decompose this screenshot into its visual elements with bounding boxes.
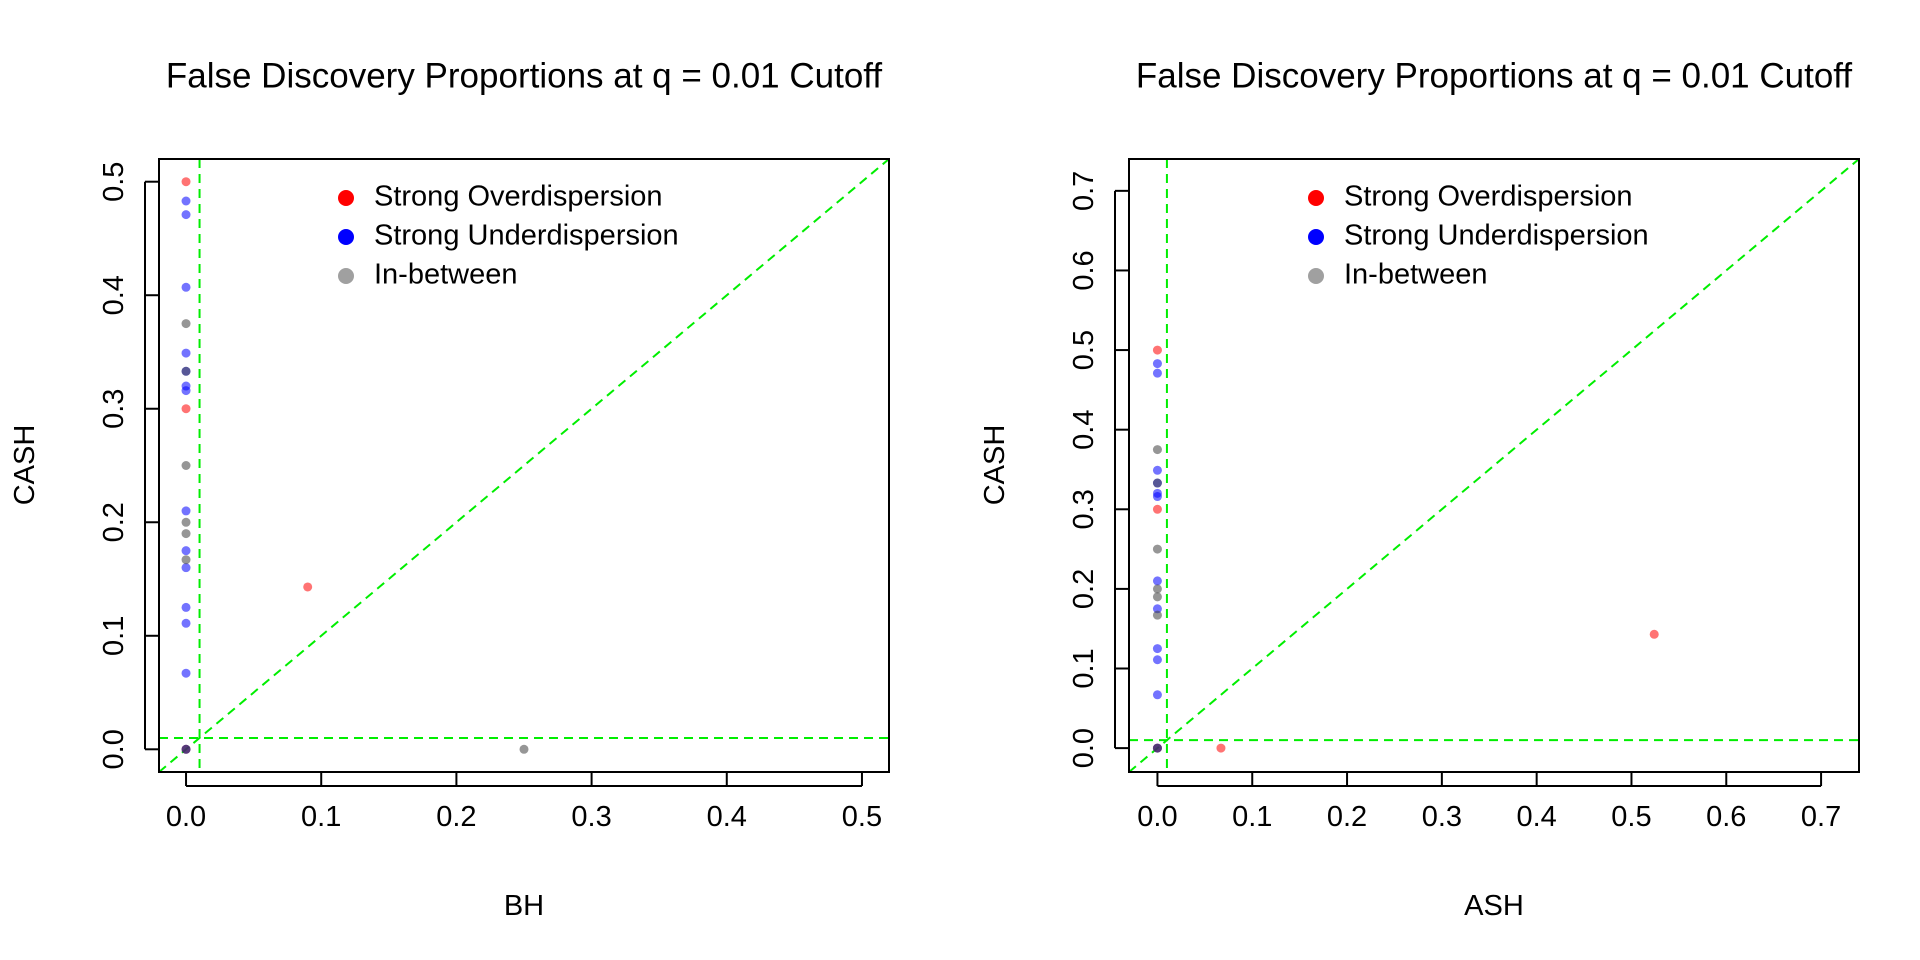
data-point-strong-underdispersion-11 [1152,690,1162,700]
data-point-in-between-3 [181,461,191,470]
x-tick-label: 0.3 [571,801,611,833]
y-axis-title: CASH [9,425,41,506]
data-point-in-between-5 [1152,592,1162,602]
x-tick-label: 0.2 [436,801,476,833]
data-point-in-between-1 [1152,445,1162,455]
y-axis-title: CASH [979,425,1011,506]
chart-title: False Discovery Proportions at q = 0.01 … [1136,56,1853,95]
y-tick-label: 0.2 [1068,569,1100,609]
legend-label: Strong Underdispersion [374,220,679,252]
data-point-strong-overdispersion-2 [181,404,191,414]
data-point-in-between-7 [519,744,529,754]
y-tick-label: 0.5 [1068,330,1100,370]
y-tick-label: 0.3 [1068,489,1100,529]
data-point-strong-overdispersion-4 [1216,743,1226,753]
data-point-strong-underdispersion-10 [181,563,191,573]
data-point-strong-underdispersion-10 [1152,655,1162,665]
data-point-strong-overdispersion-1 [181,177,191,187]
legend-label: In-between [1344,259,1488,291]
x-tick-label: 0.0 [1137,801,1177,833]
data-point-in-between-8 [181,744,191,754]
data-point-strong-overdispersion-3 [1649,629,1659,639]
x-tick-label: 0.4 [707,801,747,833]
y-tick-label: 0.0 [98,729,130,769]
x-tick-label: 0.5 [842,801,882,833]
legend: Strong Overdispersion Strong Underdispers… [1308,181,1649,291]
legend-marker [338,190,354,206]
data-point-strong-underdispersion-8 [1152,604,1162,614]
y-tick-label: 0.4 [1068,410,1100,450]
data-point-in-between-3 [1152,544,1162,554]
legend-label: Strong Overdispersion [1344,181,1633,213]
legend: Strong Overdispersion Strong Underdispers… [338,181,679,291]
data-point-in-between-4 [181,517,191,527]
x-tick-label: 0.4 [1516,801,1556,833]
x-axis-title: ASH [1464,890,1524,922]
data-point-in-between-4 [1152,584,1162,594]
identity-line [1129,159,1859,772]
y-tick-label: 0.6 [1068,250,1100,290]
data-point-strong-underdispersion-12 [181,618,191,628]
data-point-in-between-5 [181,529,191,539]
legend-marker [1308,268,1324,284]
data-point-strong-overdispersion-1 [1152,345,1162,355]
y-tick-label: 0.5 [98,162,130,202]
identity-line [159,159,889,772]
y-tick-label: 0.3 [98,389,130,429]
data-point-strong-underdispersion-8 [181,506,191,516]
data-point-strong-underdispersion-7 [181,386,191,396]
data-point-in-between-1 [181,319,191,329]
legend-marker [1308,229,1324,245]
y-tick-label: 0.0 [1068,728,1100,768]
data-point-strong-underdispersion-9 [181,546,191,556]
chart-title: False Discovery Proportions at q = 0.01 … [166,56,883,95]
legend-label: In-between [374,259,518,291]
data-point-strong-underdispersion-3 [1152,465,1162,475]
y-tick-label: 0.2 [98,502,130,542]
x-axis-title: BH [504,890,544,922]
data-point-in-between-6 [1152,610,1162,620]
legend-label: Strong Overdispersion [374,181,663,213]
y-tick-label: 0.1 [98,616,130,656]
y-tick-label: 0.1 [1068,648,1100,688]
legend-label: Strong Underdispersion [1344,220,1649,252]
x-tick-label: 0.6 [1706,801,1746,833]
data-point-strong-underdispersion-1 [181,196,191,206]
data-point-strong-underdispersion-2 [181,210,191,220]
data-point-strong-underdispersion-1 [1152,359,1162,369]
data-point-in-between-7 [1152,743,1162,753]
legend-marker [338,268,354,284]
y-tick-label: 0.4 [98,275,130,315]
data-point-strong-overdispersion-3 [303,582,313,592]
x-tick-label: 0.2 [1327,801,1367,833]
data-point-strong-underdispersion-4 [181,348,191,358]
x-tick-label: 0.3 [1422,801,1462,833]
data-point-strong-underdispersion-11 [181,602,191,612]
data-point-in-between-2 [181,366,191,376]
legend-marker [338,229,354,245]
plot-frame [158,158,890,773]
data-point-strong-overdispersion-2 [1152,504,1162,514]
y-tick-label: 0.7 [1068,171,1100,211]
data-point-strong-underdispersion-6 [1152,492,1162,502]
plot-area [1129,159,1859,772]
chart-panel-2: False Discovery Proportions at q = 0.01 … [979,56,1860,922]
plot-frame [1128,158,1860,773]
data-point-strong-underdispersion-13 [181,668,191,678]
data-point-in-between-6 [181,555,191,565]
x-tick-label: 0.7 [1801,801,1841,833]
x-tick-label: 0.1 [1232,801,1272,833]
x-tick-label: 0.1 [301,801,341,833]
chart-panel-1: False Discovery Proportions at q = 0.01 … [9,56,890,922]
x-tick-label: 0.5 [1611,801,1651,833]
legend-marker [1308,190,1324,206]
plot-area [159,159,889,772]
data-point-strong-underdispersion-7 [1152,576,1162,586]
data-point-in-between-2 [1152,478,1162,488]
data-point-strong-underdispersion-9 [1152,644,1162,654]
data-point-strong-underdispersion-2 [1152,368,1162,378]
x-tick-label: 0.0 [166,801,206,833]
data-point-strong-underdispersion-3 [181,282,191,292]
